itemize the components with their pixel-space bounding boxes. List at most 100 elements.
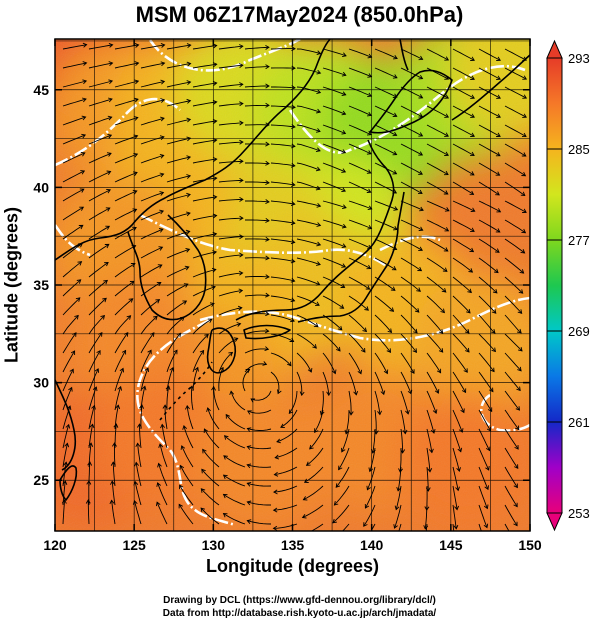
streamline <box>114 227 137 240</box>
streamline-arrowhead <box>470 227 475 232</box>
streamline-arrowhead <box>416 287 421 292</box>
streamline-arrowhead <box>517 366 522 372</box>
streamline <box>322 162 346 173</box>
streamline-arrowhead <box>383 369 389 375</box>
streamline <box>166 283 189 297</box>
streamline <box>504 390 520 411</box>
streamline-arrowhead <box>405 409 410 415</box>
streamline <box>426 447 431 472</box>
streamline <box>218 64 243 69</box>
streamline <box>166 118 191 126</box>
streamline-arrowhead <box>443 190 449 195</box>
streamline <box>218 323 241 335</box>
streamline <box>374 390 381 415</box>
streamline-arrowhead <box>438 329 444 334</box>
streamline <box>192 101 217 107</box>
streamline-arrowhead <box>483 523 489 529</box>
streamline-arrowhead <box>160 79 166 85</box>
streamline <box>478 390 493 412</box>
streamline-arrowhead <box>412 348 418 353</box>
streamline <box>426 238 449 252</box>
streamline <box>218 254 243 259</box>
streamline <box>218 45 243 50</box>
streamline <box>348 181 371 193</box>
streamline <box>88 332 103 354</box>
streamline <box>322 143 346 154</box>
streamline-arrowhead <box>470 94 475 99</box>
streamline-arrowhead <box>121 349 127 355</box>
streamline <box>166 81 191 88</box>
colorbar-tick-label: 261 <box>568 415 590 430</box>
streamline-arrowhead <box>494 268 499 274</box>
streamline <box>88 44 113 50</box>
streamline <box>374 67 398 79</box>
streamline-arrowhead <box>237 305 243 311</box>
streamline-arrowhead <box>353 390 359 396</box>
streamline <box>140 264 163 278</box>
streamline <box>166 316 185 335</box>
streamline <box>426 333 444 353</box>
streamline-arrowhead <box>223 435 229 440</box>
streamline <box>504 523 510 531</box>
streamline <box>348 124 372 136</box>
streamlines <box>61 42 528 531</box>
streamline-arrowhead <box>341 149 347 154</box>
streamline <box>114 298 133 316</box>
streamline-arrowhead <box>202 448 207 454</box>
streamline <box>426 352 441 374</box>
streamline-arrowhead <box>265 83 270 89</box>
streamline <box>270 295 295 302</box>
streamline-arrowhead <box>517 346 523 352</box>
streamline <box>452 409 463 433</box>
streamline-arrowhead <box>305 461 311 466</box>
streamline <box>192 63 217 69</box>
x-axis-label: Longitude (degrees) <box>205 556 379 576</box>
streamline <box>270 314 295 322</box>
streamline <box>140 367 149 392</box>
streamline-arrowhead <box>246 445 252 450</box>
streamline <box>348 276 370 290</box>
streamline <box>134 500 142 525</box>
streamline-arrowhead <box>316 241 322 247</box>
streamline <box>478 181 500 196</box>
streamline-arrowhead <box>246 427 252 432</box>
streamline <box>322 371 330 396</box>
streamline <box>452 257 473 273</box>
streamline-arrowhead <box>184 265 190 271</box>
streamline-arrowhead <box>316 222 322 227</box>
streamline-arrowhead <box>70 350 76 355</box>
streamline-arrowhead <box>339 304 345 309</box>
streamline <box>332 504 350 524</box>
streamline-arrowhead <box>100 314 106 320</box>
streamline <box>139 424 142 449</box>
streamline-arrowhead <box>209 302 215 307</box>
streamline-arrowhead <box>522 208 527 213</box>
streamline-arrowhead <box>469 171 475 176</box>
streamline-arrowhead <box>444 151 449 156</box>
streamline-arrowhead <box>147 349 152 355</box>
streamline-arrowhead <box>463 368 468 373</box>
streamline-arrowhead <box>432 409 438 415</box>
streamline-arrowhead <box>287 361 292 367</box>
streamline-arrowhead <box>396 486 402 492</box>
streamline-arrowhead <box>262 361 268 366</box>
streamline-arrowhead <box>113 423 119 428</box>
streamline <box>504 48 527 61</box>
streamline-arrowhead <box>238 270 244 276</box>
streamline-arrowhead <box>315 147 321 153</box>
streamline-arrowhead <box>78 224 84 230</box>
streamline <box>426 257 448 272</box>
streamline-arrowhead <box>341 447 346 453</box>
streamline-arrowhead <box>229 390 235 396</box>
streamline-arrowhead <box>418 151 424 156</box>
streamline <box>374 257 397 271</box>
streamline <box>166 230 190 240</box>
streamline-arrowhead <box>417 189 423 195</box>
streamline-arrowhead <box>126 315 132 320</box>
streamline-arrowhead <box>444 132 449 137</box>
streamline <box>400 333 417 353</box>
streamline-arrowhead <box>277 389 282 395</box>
streamline <box>270 276 295 282</box>
streamline-arrowhead <box>484 485 489 491</box>
streamline-arrowhead <box>247 410 252 415</box>
